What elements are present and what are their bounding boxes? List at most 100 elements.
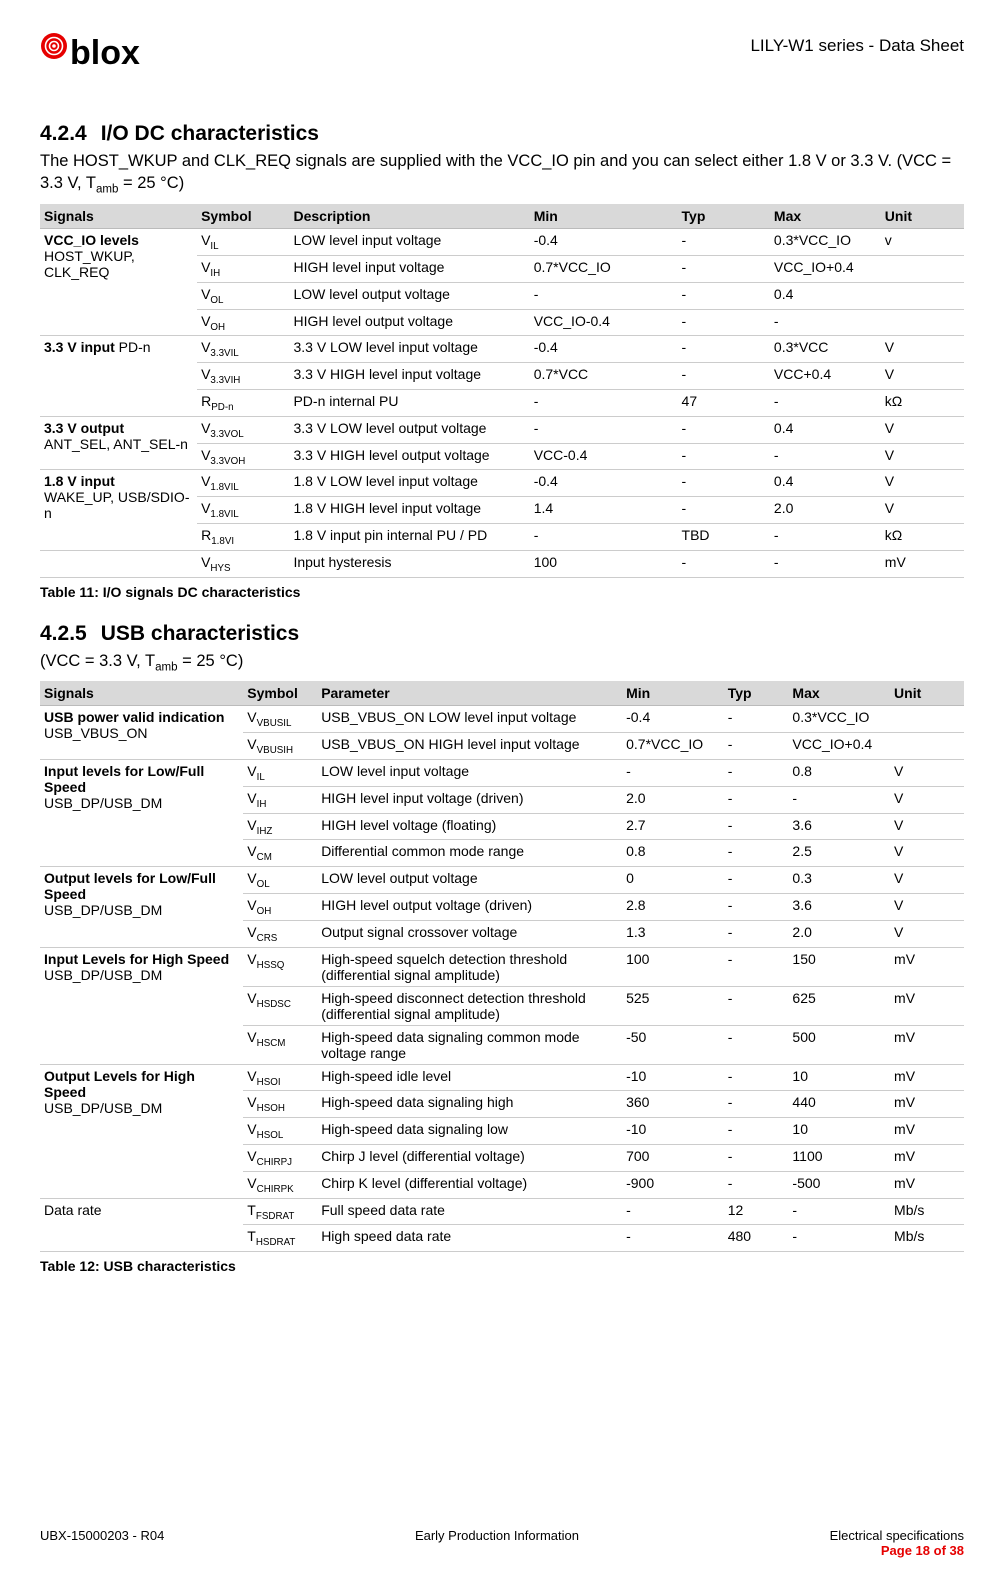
max-cell: VCC+0.4 xyxy=(770,363,881,390)
unit-cell: V xyxy=(881,497,964,524)
symbol-cell: THSDRAT xyxy=(243,1225,317,1252)
table-row: VCC_IO levelsHOST_WKUP, CLK_REQVILLOW le… xyxy=(40,229,964,256)
table-11: SignalsSymbolDescriptionMinTypMaxUnit VC… xyxy=(40,204,964,577)
symbol-cell: VIH xyxy=(197,255,289,282)
footer-page: Page 18 of 38 xyxy=(830,1543,964,1558)
desc-cell: Chirp K level (differential voltage) xyxy=(317,1171,622,1198)
desc-cell: USB_VBUS_ON HIGH level input voltage xyxy=(317,733,622,760)
table-row: Input Levels for High SpeedUSB_DP/USB_DM… xyxy=(40,947,964,986)
unit-cell: V xyxy=(890,786,964,813)
unit-cell: mV xyxy=(881,550,964,577)
symbol-cell: VIH xyxy=(243,786,317,813)
min-cell: VCC-0.4 xyxy=(530,443,678,470)
typ-cell: - xyxy=(678,255,770,282)
symbol-cell: V3.3VIH xyxy=(197,363,289,390)
typ-cell: - xyxy=(724,1118,789,1145)
unit-cell xyxy=(890,733,964,760)
table-row: Input levels for Low/Full SpeedUSB_DP/US… xyxy=(40,759,964,786)
desc-cell: High speed data rate xyxy=(317,1225,622,1252)
min-cell: 0 xyxy=(622,867,724,894)
symbol-cell: VHSOL xyxy=(243,1118,317,1145)
unit-cell: V xyxy=(881,336,964,363)
max-cell: - xyxy=(770,550,881,577)
min-cell: 1.4 xyxy=(530,497,678,524)
max-cell: VCC_IO+0.4 xyxy=(770,255,881,282)
unit-cell: kΩ xyxy=(881,389,964,416)
typ-cell: - xyxy=(724,759,789,786)
unit-cell: V xyxy=(881,363,964,390)
min-cell: -50 xyxy=(622,1025,724,1064)
page-header: blox LILY-W1 series - Data Sheet xyxy=(40,32,964,86)
symbol-cell: VCHIRPJ xyxy=(243,1144,317,1171)
signals-cell: Output levels for Low/Full SpeedUSB_DP/U… xyxy=(40,867,243,947)
min-cell: - xyxy=(530,389,678,416)
table-header: Parameter xyxy=(317,681,622,706)
max-cell: -500 xyxy=(788,1171,890,1198)
section-424-intro: The HOST_WKUP and CLK_REQ signals are su… xyxy=(40,150,964,198)
typ-cell: - xyxy=(724,840,789,867)
desc-cell: 3.3 V LOW level input voltage xyxy=(289,336,529,363)
symbol-cell: VOL xyxy=(243,867,317,894)
signals-cell: 1.8 V inputWAKE_UP, USB/SDIO-n xyxy=(40,470,197,550)
svg-text:blox: blox xyxy=(70,34,140,72)
unit-cell: V xyxy=(890,867,964,894)
desc-cell: LOW level output voltage xyxy=(317,867,622,894)
unit-cell xyxy=(881,282,964,309)
max-cell: 0.3*VCC_IO xyxy=(788,706,890,733)
min-cell: 2.7 xyxy=(622,813,724,840)
unit-cell: V xyxy=(890,920,964,947)
desc-cell: High-speed squelch detection threshold (… xyxy=(317,947,622,986)
unit-cell: mV xyxy=(890,986,964,1025)
desc-cell: LOW level input voltage xyxy=(289,229,529,256)
min-cell: 360 xyxy=(622,1091,724,1118)
symbol-cell: V3.3VIL xyxy=(197,336,289,363)
symbol-cell: VVBUSIH xyxy=(243,733,317,760)
unit-cell: mV xyxy=(890,1144,964,1171)
table-header: Symbol xyxy=(197,204,289,229)
desc-cell: Chirp J level (differential voltage) xyxy=(317,1144,622,1171)
min-cell: - xyxy=(622,759,724,786)
min-cell: 1.3 xyxy=(622,920,724,947)
typ-cell: - xyxy=(724,786,789,813)
desc-cell: 3.3 V LOW level output voltage xyxy=(289,416,529,443)
max-cell: VCC_IO+0.4 xyxy=(788,733,890,760)
signals-cell: 3.3 V input PD-n xyxy=(40,336,197,416)
max-cell: - xyxy=(770,389,881,416)
max-cell: 0.8 xyxy=(788,759,890,786)
typ-cell: - xyxy=(678,443,770,470)
ublox-logo: blox xyxy=(40,32,190,86)
typ-cell: - xyxy=(724,867,789,894)
typ-cell: - xyxy=(678,416,770,443)
unit-cell xyxy=(881,255,964,282)
max-cell: 0.3*VCC xyxy=(770,336,881,363)
desc-cell: HIGH level voltage (floating) xyxy=(317,813,622,840)
symbol-cell: VCM xyxy=(243,840,317,867)
desc-cell: Full speed data rate xyxy=(317,1198,622,1225)
table-header: Symbol xyxy=(243,681,317,706)
table-header: Signals xyxy=(40,681,243,706)
symbol-cell: VOH xyxy=(243,893,317,920)
min-cell: 2.8 xyxy=(622,893,724,920)
section-title: I/O DC characteristics xyxy=(101,122,319,145)
desc-cell: HIGH level output voltage (driven) xyxy=(317,893,622,920)
table-12-caption: Table 12: USB characteristics xyxy=(40,1258,964,1274)
symbol-cell: VOL xyxy=(197,282,289,309)
desc-cell: HIGH level input voltage (driven) xyxy=(317,786,622,813)
min-cell: VCC_IO-0.4 xyxy=(530,309,678,336)
section-425-heading: 4.2.5USB characteristics xyxy=(40,622,964,646)
min-cell: - xyxy=(530,282,678,309)
unit-cell: V xyxy=(890,813,964,840)
section-number: 4.2.4 xyxy=(40,122,87,145)
symbol-cell: VHSOH xyxy=(243,1091,317,1118)
max-cell: 10 xyxy=(788,1064,890,1091)
unit-cell: V xyxy=(890,840,964,867)
table-row: Data rateTFSDRATFull speed data rate-12-… xyxy=(40,1198,964,1225)
min-cell: - xyxy=(530,416,678,443)
max-cell: 150 xyxy=(788,947,890,986)
signals-cell: Data rate xyxy=(40,1198,243,1252)
symbol-cell: VHSCM xyxy=(243,1025,317,1064)
min-cell: 100 xyxy=(530,550,678,577)
desc-cell: High-speed disconnect detection threshol… xyxy=(317,986,622,1025)
unit-cell: v xyxy=(881,229,964,256)
page-footer: UBX-15000203 - R04 Early Production Info… xyxy=(40,1528,964,1558)
